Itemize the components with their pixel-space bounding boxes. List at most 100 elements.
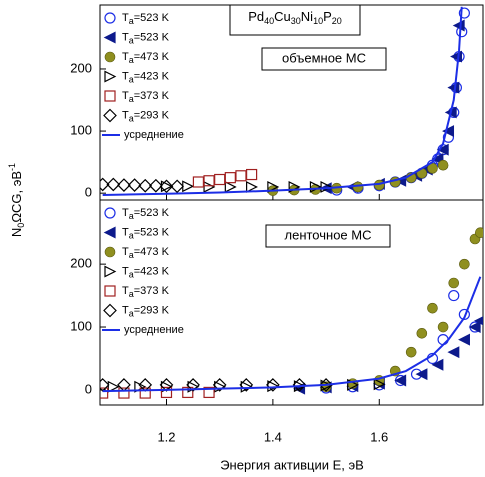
data-point xyxy=(458,333,470,346)
data-point xyxy=(416,328,428,339)
legend-label: усреднение xyxy=(124,324,184,336)
legend-swatch xyxy=(104,285,116,297)
data-point xyxy=(475,227,483,238)
data-point xyxy=(437,159,449,171)
legend-label: Ta=373 K xyxy=(122,90,170,104)
annotation-box xyxy=(261,47,387,71)
data-point xyxy=(235,170,247,182)
legend-label: Ta=423 K xyxy=(122,70,170,84)
legend-label: Ta=293 K xyxy=(122,109,170,123)
data-point xyxy=(447,346,460,359)
legend-swatch xyxy=(103,31,116,44)
data-point xyxy=(246,168,258,181)
x-tick-label: 1.2 xyxy=(157,429,175,444)
data-point xyxy=(320,180,333,193)
data-point xyxy=(452,19,465,32)
data-point xyxy=(224,172,236,184)
data-point xyxy=(405,346,417,358)
data-point xyxy=(100,387,109,399)
legend-swatch xyxy=(103,226,116,239)
x-axis-label: Энергия активции E, эВ xyxy=(220,457,364,472)
data-point xyxy=(203,180,216,193)
data-point xyxy=(458,7,470,19)
average-line xyxy=(102,6,463,197)
legend-label: Ta=373 K xyxy=(122,285,170,299)
annotation: объемное МС xyxy=(282,50,366,65)
data-point xyxy=(138,178,153,193)
x-tick-label: 1.6 xyxy=(370,429,388,444)
data-point xyxy=(431,358,444,371)
data-point xyxy=(186,378,200,392)
legend-swatch xyxy=(103,108,117,123)
data-point xyxy=(427,163,438,174)
y-tick-label: 200 xyxy=(70,256,92,271)
legend-swatch xyxy=(104,265,117,278)
data-point xyxy=(267,180,280,193)
legend-swatch xyxy=(103,303,117,318)
data-point xyxy=(450,50,463,63)
data-point xyxy=(160,386,173,399)
y-tick-label: 200 xyxy=(70,60,92,75)
data-point xyxy=(415,368,428,381)
annotation-box xyxy=(265,224,391,248)
legend-label: Ta=293 K xyxy=(122,304,170,318)
data-point xyxy=(100,177,110,192)
legend-swatch xyxy=(104,90,116,102)
data-point xyxy=(107,380,120,393)
legend-label: Ta=473 K xyxy=(122,246,170,260)
legend-swatch xyxy=(104,51,116,63)
y-axis-label: N0ΩCG, эВ-1 xyxy=(7,163,26,237)
data-point xyxy=(149,178,163,193)
data-point xyxy=(437,321,449,333)
x-tick-label: 1.4 xyxy=(264,429,282,444)
legend-swatch xyxy=(104,12,116,24)
legend-label: Ta=473 K xyxy=(122,51,170,65)
data-point xyxy=(394,374,407,387)
y-tick-label: 0 xyxy=(85,381,92,396)
legend-swatch xyxy=(104,70,117,83)
chart-title: Pd40Cu30Ni10P20 xyxy=(248,9,342,26)
data-point xyxy=(159,179,174,194)
data-point xyxy=(139,387,151,399)
data-point xyxy=(170,179,184,194)
legend-label: усреднение xyxy=(124,129,184,141)
average-line xyxy=(102,276,482,393)
data-point xyxy=(292,378,307,392)
y-tick-label: 100 xyxy=(70,123,92,138)
legend-label: Ta=523 K xyxy=(122,226,170,240)
data-point xyxy=(203,175,215,187)
y-tick-label: 100 xyxy=(70,318,92,333)
data-point xyxy=(442,125,455,138)
data-layer xyxy=(100,6,470,197)
legend-label: Ta=523 K xyxy=(122,31,170,45)
data-point xyxy=(448,277,460,289)
data-point xyxy=(373,378,386,391)
data-point xyxy=(448,289,460,302)
data-point xyxy=(427,302,438,314)
data-point xyxy=(240,380,253,393)
data-point xyxy=(192,176,205,188)
data-point xyxy=(246,180,258,193)
data-point xyxy=(224,180,237,193)
data-point xyxy=(473,316,483,326)
data-point xyxy=(266,378,280,392)
data-point xyxy=(239,378,254,392)
data-point xyxy=(106,177,121,192)
data-point xyxy=(100,378,110,392)
data-point xyxy=(319,378,333,392)
data-point xyxy=(352,181,364,193)
data-point xyxy=(436,143,449,156)
data-layer xyxy=(100,227,483,399)
legend-label: Ta=523 K xyxy=(122,12,170,26)
legend-swatch xyxy=(104,207,116,219)
data-point xyxy=(117,378,131,392)
data-point xyxy=(118,387,130,399)
y-tick-label: 0 xyxy=(85,185,92,200)
data-point xyxy=(182,386,194,399)
data-point xyxy=(459,258,470,270)
data-point xyxy=(117,178,131,192)
data-point xyxy=(212,378,227,392)
title-box xyxy=(229,4,361,36)
legend-swatch xyxy=(104,246,116,258)
